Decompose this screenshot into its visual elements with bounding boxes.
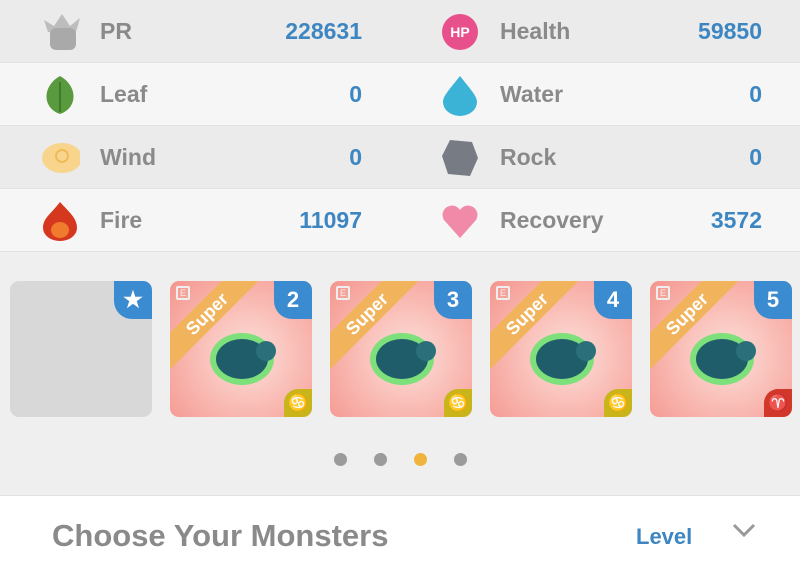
stat-value: 228631 bbox=[285, 18, 362, 44]
stat-label: PR bbox=[100, 18, 132, 44]
stat-row: PR 228631 HP Health 59850 bbox=[0, 0, 800, 63]
stat-row: Fire 11097 Recovery 3572 bbox=[0, 189, 800, 252]
slot-number: 5 bbox=[754, 281, 792, 319]
stat-value: 0 bbox=[749, 81, 762, 107]
page-indicator[interactable] bbox=[0, 453, 800, 466]
wind-cloud-icon bbox=[40, 138, 80, 178]
monster-picker-header: Choose Your Monsters Level bbox=[0, 495, 800, 569]
fire-icon bbox=[40, 201, 80, 241]
zodiac-icon: ♋ bbox=[444, 389, 472, 417]
stat-label: Health bbox=[500, 18, 571, 44]
hp-icon: HP bbox=[440, 12, 480, 52]
slot-number: 3 bbox=[434, 281, 472, 319]
slot-number: 2 bbox=[274, 281, 312, 319]
heart-icon bbox=[440, 201, 480, 241]
stat-value: 59850 bbox=[698, 18, 762, 44]
zodiac-icon: ♋ bbox=[604, 389, 632, 417]
stat-label: Water bbox=[500, 81, 564, 107]
stat-value: 11097 bbox=[299, 207, 362, 233]
stat-value: 0 bbox=[349, 144, 362, 170]
page-dot[interactable] bbox=[374, 453, 387, 466]
stat-row: Wind 0 Rock 0 bbox=[0, 126, 800, 189]
chevron-down-icon[interactable] bbox=[732, 522, 756, 538]
leaf-icon bbox=[40, 75, 80, 115]
stat-label: Rock bbox=[500, 144, 557, 170]
stat-label: Recovery bbox=[500, 207, 604, 233]
monster-image bbox=[210, 333, 276, 385]
evolve-icon: E bbox=[656, 286, 670, 300]
zodiac-icon: ♈ bbox=[764, 389, 792, 417]
monster-image bbox=[530, 333, 596, 385]
stat-row: Leaf 0 Water 0 bbox=[0, 63, 800, 126]
stat-value: 0 bbox=[749, 144, 762, 170]
star-icon: ★ bbox=[114, 281, 152, 319]
stat-label: Leaf bbox=[100, 81, 148, 107]
stat-label: Wind bbox=[100, 144, 156, 170]
page-dot[interactable] bbox=[454, 453, 467, 466]
evolve-icon: E bbox=[496, 286, 510, 300]
stat-value: 0 bbox=[349, 81, 362, 107]
section-title: Choose Your Monsters bbox=[52, 518, 389, 553]
page-dot-active[interactable] bbox=[414, 453, 427, 466]
stat-value: 3572 bbox=[710, 207, 762, 233]
zodiac-icon: ♋ bbox=[284, 389, 312, 417]
team-slot[interactable]: E Super 2 ♋ bbox=[170, 281, 312, 417]
team-slot-leader[interactable]: ★ bbox=[10, 281, 152, 417]
team-slot[interactable]: E Super 5 ♈ bbox=[650, 281, 792, 417]
sort-button[interactable]: Level bbox=[636, 524, 693, 549]
team-slots: ★ E Super 2 ♋ E Super 3 ♋ E Super 4 ♋ E Super 5 ♈ bbox=[0, 281, 800, 417]
evolve-icon: E bbox=[176, 286, 190, 300]
evolve-icon: E bbox=[336, 286, 350, 300]
stats-table: PR 228631 HP Health 59850 Leaf 0 Water 0 Wind… bbox=[0, 0, 800, 252]
page-dot[interactable] bbox=[334, 453, 347, 466]
slot-number: 4 bbox=[594, 281, 632, 319]
team-slot[interactable]: E Super 3 ♋ bbox=[330, 281, 472, 417]
water-drop-icon bbox=[440, 75, 480, 116]
monster-image bbox=[370, 333, 436, 385]
rock-icon bbox=[440, 138, 480, 178]
fist-icon bbox=[40, 12, 80, 52]
team-slot[interactable]: E Super 4 ♋ bbox=[490, 281, 632, 417]
stat-label: Fire bbox=[100, 207, 143, 233]
monster-image bbox=[690, 333, 756, 385]
